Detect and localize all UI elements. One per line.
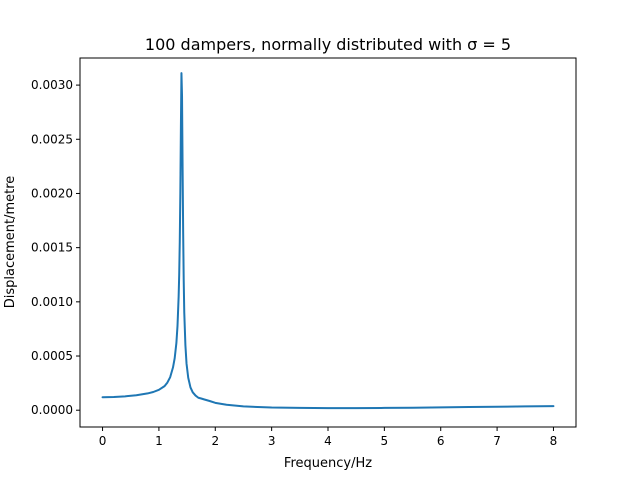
x-tick-label: 2: [211, 434, 219, 448]
x-axis-ticks: 0 1 2 3 4 5 6 7 8: [99, 427, 558, 448]
y-tick-label: 0.0005: [31, 349, 73, 363]
series-group: [101, 72, 555, 410]
y-tick-label: 0.0025: [31, 132, 73, 146]
x-tick-label: 3: [268, 434, 276, 448]
chart-title: 100 dampers, normally distributed with σ…: [145, 35, 511, 54]
x-axis-label: Frequency/Hz: [284, 456, 372, 471]
x-tick-label: 6: [437, 434, 445, 448]
y-tick-label: 0.0030: [31, 78, 73, 92]
x-tick-label: 1: [155, 434, 163, 448]
y-tick-label: 0.0010: [31, 295, 73, 309]
x-tick-label: 8: [550, 434, 558, 448]
series-line-0: [101, 72, 555, 410]
x-tick-label: 7: [493, 434, 501, 448]
y-tick-label: 0.0015: [31, 241, 73, 255]
y-tick-label: 0.0020: [31, 186, 73, 200]
x-tick-label: 4: [324, 434, 332, 448]
x-tick-label: 0: [99, 434, 107, 448]
y-axis-label: Displacement/metre: [3, 176, 18, 309]
x-tick-label: 5: [381, 434, 389, 448]
y-tick-label: 0.0000: [31, 403, 73, 417]
y-axis-ticks: 0.0000 0.0005 0.0010 0.0015 0.0020 0.0025 0.00…: [31, 78, 80, 417]
plot-area-frame: [79, 57, 577, 428]
